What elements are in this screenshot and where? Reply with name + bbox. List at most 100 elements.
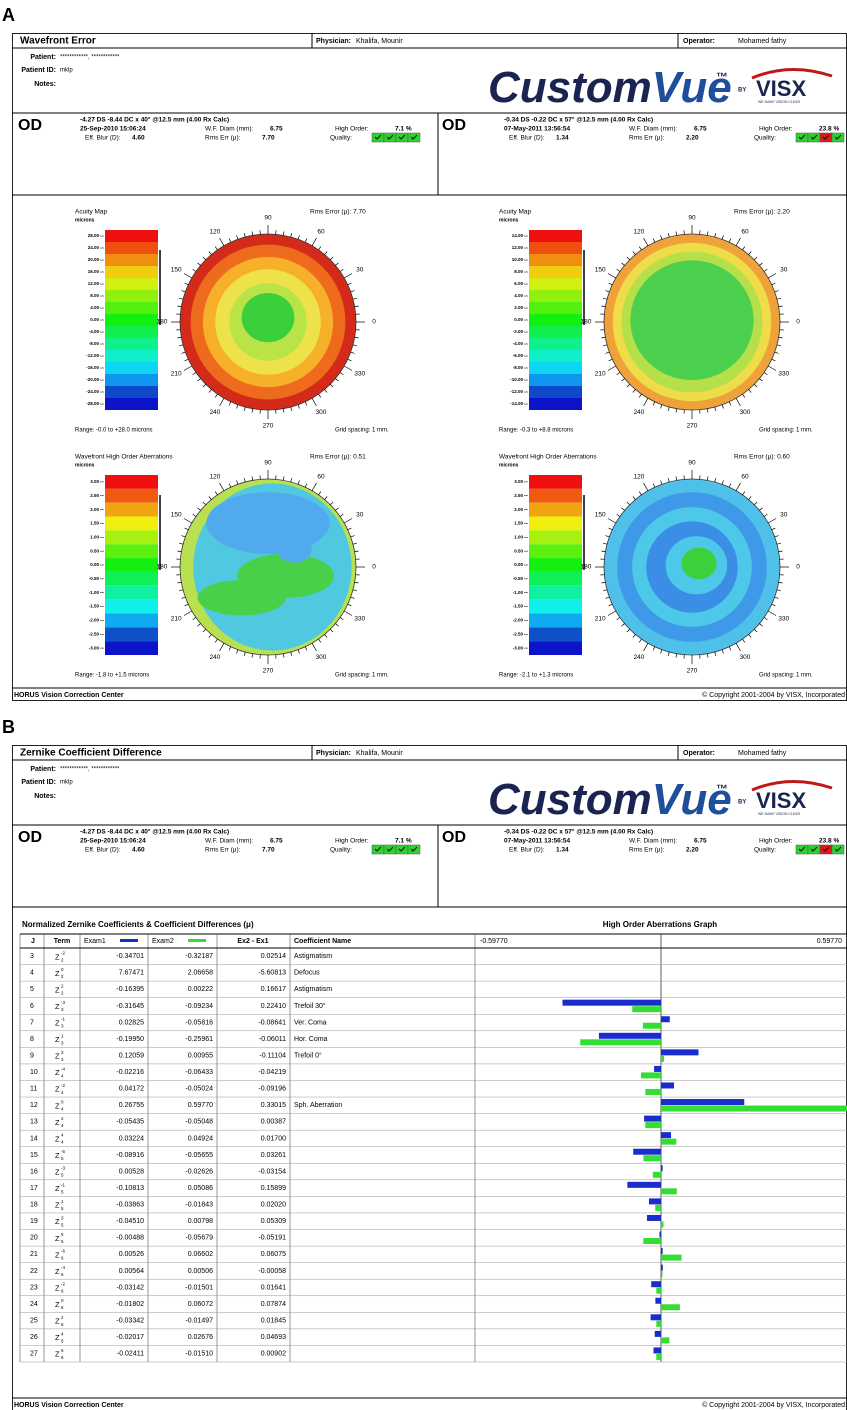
scale-label: -1.00 (513, 590, 524, 595)
angle-label: 90 (688, 215, 696, 222)
hoa-bar (655, 1297, 661, 1304)
degree-tick (721, 649, 724, 654)
term-m: 0 (61, 1298, 64, 1303)
scale-band (105, 502, 158, 517)
degree-tick (608, 527, 613, 531)
hoa-bar (632, 1006, 661, 1013)
angle-label: 0 (372, 319, 376, 326)
quality-label: Quality: (330, 847, 352, 854)
cell-exam1: 0.26755 (119, 1102, 144, 1109)
cell-exam1: 0.00564 (119, 1268, 144, 1275)
scale-label: -1.50 (89, 604, 100, 609)
hoa-bar (644, 1115, 661, 1122)
degree-tick (778, 305, 783, 308)
degree-tick (728, 483, 732, 488)
degree-tick (318, 393, 322, 398)
term-m: 2 (61, 1315, 64, 1320)
cell-exam1: 0.00528 (119, 1168, 144, 1175)
check (374, 134, 382, 140)
hoa-bar (645, 1122, 661, 1129)
degree-tick (219, 482, 225, 491)
degree-tick (344, 610, 353, 616)
quality-label: Quality: (754, 847, 776, 854)
degree-tick (742, 491, 746, 496)
map-title: Acuity Map (75, 209, 108, 216)
diam-label: W.F. Diam (mm): (205, 838, 254, 845)
term-m: 5 (61, 1232, 64, 1237)
scale-label: 28.00 (88, 233, 100, 238)
scale-band (105, 585, 158, 600)
scale-band (105, 627, 158, 642)
term-n: 4 (61, 1090, 64, 1095)
column-header: Exam1 (84, 938, 106, 945)
degree-tick (643, 643, 649, 652)
diam-label: W.F. Diam (mm): (205, 126, 254, 133)
angle-label: 180 (157, 319, 168, 326)
degree-tick (759, 262, 763, 266)
degree-tick (742, 638, 746, 643)
degree-tick (632, 389, 636, 393)
degree-tick (282, 653, 285, 658)
term-n: 6 (61, 1338, 64, 1343)
scale-band (529, 254, 582, 266)
hoa-bar (652, 1171, 661, 1178)
graph-title: High Order Aberrations Graph (603, 920, 718, 929)
term-n: 2 (61, 974, 64, 979)
degree-tick (304, 646, 308, 651)
scale-band (529, 278, 582, 290)
degree-tick (282, 408, 285, 413)
cell-exam2: -0.01497 (185, 1317, 213, 1324)
scale-band (529, 641, 582, 655)
scale-band (105, 230, 158, 242)
hoa-bar (598, 1032, 661, 1039)
physician-label: Physician: (316, 38, 351, 45)
term-z: Z (55, 1217, 60, 1226)
degree-tick (243, 651, 246, 656)
angle-label: 60 (741, 474, 749, 481)
degree-tick (243, 406, 246, 411)
scale-band (105, 290, 158, 302)
cell-j: 18 (30, 1202, 38, 1209)
report-title: Wavefront Error (20, 36, 96, 47)
cell-exam1: -0.00488 (116, 1235, 144, 1242)
exam-date: 25-Sep-2010 15:06:24 (80, 126, 146, 133)
degree-tick (192, 617, 197, 621)
diam-label: W.F. Diam (mm): (629, 838, 678, 845)
degree-tick (251, 231, 254, 236)
map-rms: Rms Error (μ): 0.51 (310, 454, 366, 461)
degree-tick (297, 235, 300, 240)
degree-tick (748, 634, 752, 638)
term-z: Z (55, 1151, 60, 1160)
cell-exam2: -0.01843 (185, 1202, 213, 1209)
scale-label: -1.50 (513, 604, 524, 609)
term-n: 6 (61, 1355, 64, 1360)
angle-label: 60 (317, 229, 325, 236)
degree-tick (214, 246, 218, 251)
cell-j: 17 (30, 1185, 38, 1192)
term-z: Z (55, 1201, 60, 1210)
scale-band (529, 488, 582, 503)
degree-tick (748, 389, 752, 393)
degree-tick (667, 651, 670, 656)
scale-label: 20.00 (88, 257, 100, 262)
angle-label: 180 (157, 564, 168, 571)
check (822, 134, 830, 140)
degree-tick (352, 542, 357, 545)
map-range: Range: -1.8 to +1.5 microns (75, 673, 149, 679)
cell-j: 21 (30, 1251, 38, 1258)
quality-label: Quality: (754, 135, 776, 142)
term-z: Z (55, 1134, 60, 1143)
hoa-bar (654, 1065, 661, 1072)
angle-label: 30 (356, 512, 364, 519)
scale-label: 0.00 (514, 562, 523, 567)
term-n: 5 (61, 1239, 64, 1244)
degree-tick (638, 246, 642, 251)
degree-tick (774, 535, 779, 538)
check (810, 134, 818, 140)
map-rms: Rms Error (μ): 7.70 (310, 209, 366, 216)
degree-tick (776, 542, 781, 545)
degree-tick (735, 482, 741, 491)
degree-tick (632, 496, 636, 500)
scale-band (529, 585, 582, 600)
degree-tick (763, 617, 768, 621)
